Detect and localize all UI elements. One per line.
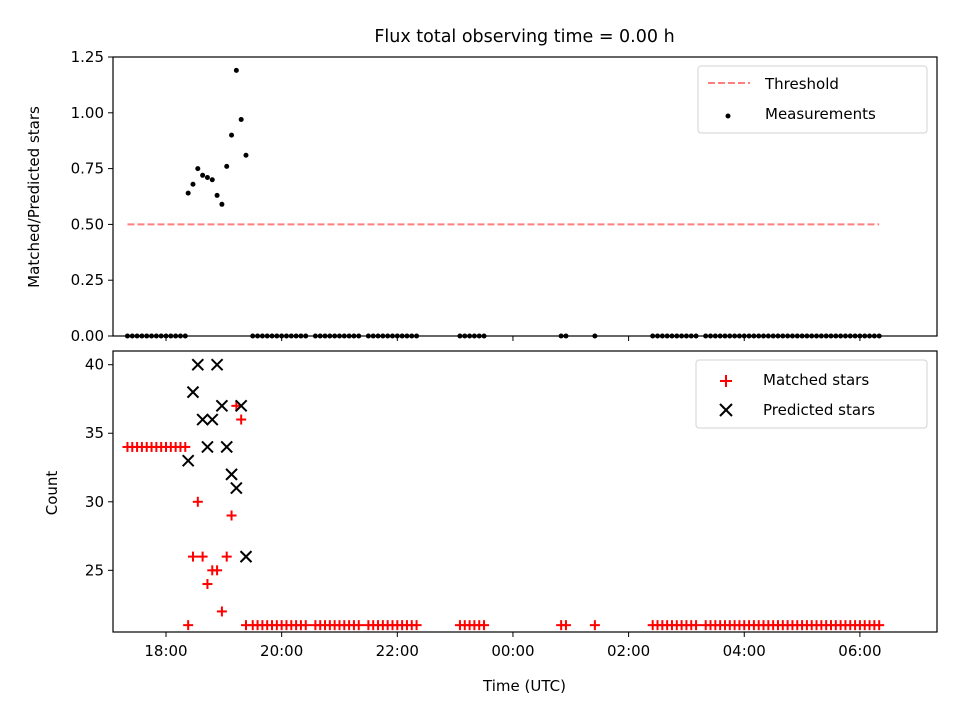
legend-predicted-label: Predicted stars [763, 401, 875, 419]
matched-star-point [183, 620, 194, 631]
predicted-star-point [239, 550, 253, 563]
measurement-point [200, 172, 206, 178]
y-tick-label: 0.00 [71, 327, 104, 345]
legend-matched-swatch [720, 375, 732, 387]
predicted-star-point [210, 358, 224, 371]
bottom-legend: Matched stars Predicted stars [695, 359, 928, 429]
matched-star-point [216, 606, 227, 617]
legend-threshold-label: Threshold [764, 75, 839, 93]
predicted-star-point [215, 399, 229, 413]
x-axis-label: Time (UTC) [482, 677, 566, 695]
predicted-star-point [230, 481, 243, 495]
bottom-legend-box [695, 359, 928, 429]
predicted-star-point [191, 358, 205, 371]
bottom-x-ticks: 18:00 20:00 22:00 00:00 02:00 04:00 06:00 [144, 632, 882, 660]
x-tick-label: 22:00 [376, 642, 419, 660]
measurement-point [233, 67, 239, 73]
x-tick-label: 02:00 [607, 642, 650, 660]
predicted-star-point [196, 413, 209, 426]
x-tick-label: 00:00 [491, 642, 534, 660]
predicted-star-point [220, 440, 233, 454]
bottom-y-ticks: 25 30 35 40 [85, 356, 113, 579]
matched-star-point [589, 620, 600, 631]
matched-star-point [300, 620, 311, 631]
measurement-point [224, 163, 230, 169]
legend-matched-label: Matched stars [763, 371, 869, 389]
bottom-ylabel: Count [43, 471, 61, 516]
y-tick-label: 1.00 [71, 104, 104, 122]
legend-measurements-swatch [725, 113, 731, 119]
x-tick-label: 04:00 [723, 642, 766, 660]
matched-star-point [560, 620, 571, 631]
y-tick-label: 0.50 [71, 215, 104, 233]
matched-star-point [231, 400, 242, 411]
measurement-point [238, 116, 244, 122]
predicted-star-point [201, 440, 214, 454]
measurement-point [243, 152, 249, 158]
measurement-point [185, 190, 191, 196]
top-legend: Threshold Measurements [697, 65, 928, 134]
measurement-point [219, 201, 225, 207]
y-tick-label: 30 [85, 493, 104, 511]
top-legend-box [697, 65, 928, 134]
y-tick-label: 1.25 [71, 48, 104, 66]
chart-title: Flux total observing time = 0.00 h [374, 27, 674, 47]
matched-star-point [187, 551, 198, 562]
predicted-star-point [206, 413, 219, 426]
measurement-point [195, 166, 201, 172]
x-tick-label: 18:00 [144, 642, 187, 660]
measurement-point [229, 132, 235, 138]
matched-star-point [212, 565, 223, 576]
top-y-ticks: 0.00 0.25 0.50 0.75 1.00 1.25 [71, 48, 113, 345]
matched-star-point [221, 551, 232, 562]
top-plot-frame [112, 56, 938, 337]
x-tick-label: 06:00 [838, 642, 881, 660]
y-tick-label: 0.25 [71, 271, 104, 289]
predicted-star-point [181, 454, 195, 467]
x-tick-label: 20:00 [260, 642, 303, 660]
matched-star-point [192, 496, 203, 507]
matched-star-point [353, 620, 364, 631]
matched-star-point [202, 579, 213, 590]
legend-measurements-label: Measurements [765, 105, 876, 123]
matched-star-point [691, 620, 702, 631]
predicted-star-point [186, 385, 200, 399]
y-tick-label: 25 [85, 561, 104, 579]
matched-star-point [197, 551, 208, 562]
bottom-series [122, 358, 885, 631]
legend-predicted-swatch [719, 403, 733, 417]
measurement-point [209, 177, 215, 183]
bottom-panel: Count 25 30 35 40 18:00 20:00 22:00 00:00 02:00… [43, 350, 938, 695]
measurement-point [214, 192, 220, 198]
matched-star-point [874, 620, 885, 631]
matched-star-point [411, 620, 422, 631]
top-panel: Matched/Predicted stars 0.00 0.25 0.50 0.75… [25, 48, 938, 345]
y-tick-label: 0.75 [71, 160, 104, 178]
measurement-point [204, 175, 210, 181]
matched-star-point [180, 441, 191, 452]
predicted-star-point [234, 399, 248, 413]
measurement-point [190, 181, 196, 187]
matched-star-point [226, 510, 237, 521]
bottom-plot-frame [112, 350, 938, 633]
matched-star-point [236, 414, 247, 425]
matched-star-point [479, 620, 490, 631]
top-ylabel: Matched/Predicted stars [25, 106, 43, 288]
y-tick-label: 35 [85, 424, 104, 442]
predicted-star-point [225, 468, 238, 481]
y-tick-label: 40 [85, 356, 104, 374]
